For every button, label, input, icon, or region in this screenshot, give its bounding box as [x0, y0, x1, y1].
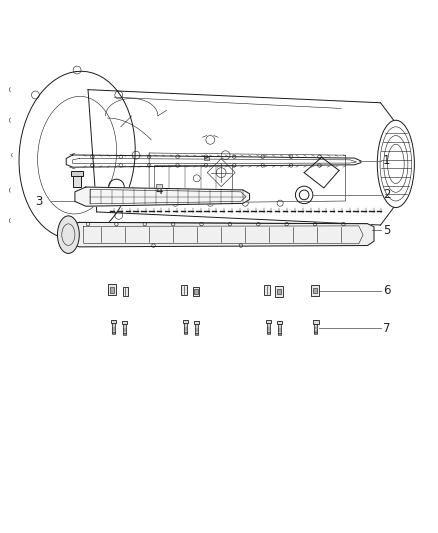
Bar [122, 321, 127, 324]
Bar [181, 286, 187, 295]
Bar [313, 288, 317, 293]
Polygon shape [75, 187, 250, 206]
Bar [193, 287, 199, 296]
Bar [194, 321, 199, 324]
Bar [311, 286, 319, 295]
Bar [264, 286, 270, 295]
Text: 3: 3 [35, 195, 43, 207]
Text: 5: 5 [383, 224, 390, 237]
Bar [71, 171, 83, 176]
Bar [314, 324, 318, 333]
Bar [112, 323, 115, 333]
Ellipse shape [57, 216, 79, 253]
Bar [313, 320, 318, 324]
Bar [277, 321, 282, 324]
Bar [123, 333, 126, 335]
Bar [278, 324, 281, 334]
Polygon shape [65, 222, 374, 247]
Text: 1: 1 [383, 155, 390, 167]
Bar [194, 289, 198, 294]
Text: 7: 7 [383, 321, 390, 335]
Bar [267, 323, 270, 333]
Text: 6: 6 [383, 284, 390, 297]
Bar [111, 320, 116, 323]
Bar [112, 332, 115, 334]
Bar [184, 332, 187, 334]
Bar [278, 333, 281, 335]
Bar [195, 333, 198, 335]
Bar [123, 324, 126, 334]
Bar [108, 285, 116, 295]
Bar [314, 333, 318, 334]
Text: 4: 4 [155, 183, 163, 197]
Bar [156, 184, 162, 188]
Bar [195, 324, 198, 334]
Text: 2: 2 [383, 188, 390, 201]
Bar [73, 175, 81, 187]
Bar [184, 323, 187, 333]
Bar [153, 165, 232, 191]
Bar [275, 286, 283, 297]
Bar [123, 287, 128, 296]
Bar [204, 157, 209, 160]
Bar [266, 320, 271, 323]
Bar [183, 320, 188, 323]
Bar [277, 288, 281, 294]
Bar [267, 332, 270, 334]
Bar [110, 287, 114, 293]
